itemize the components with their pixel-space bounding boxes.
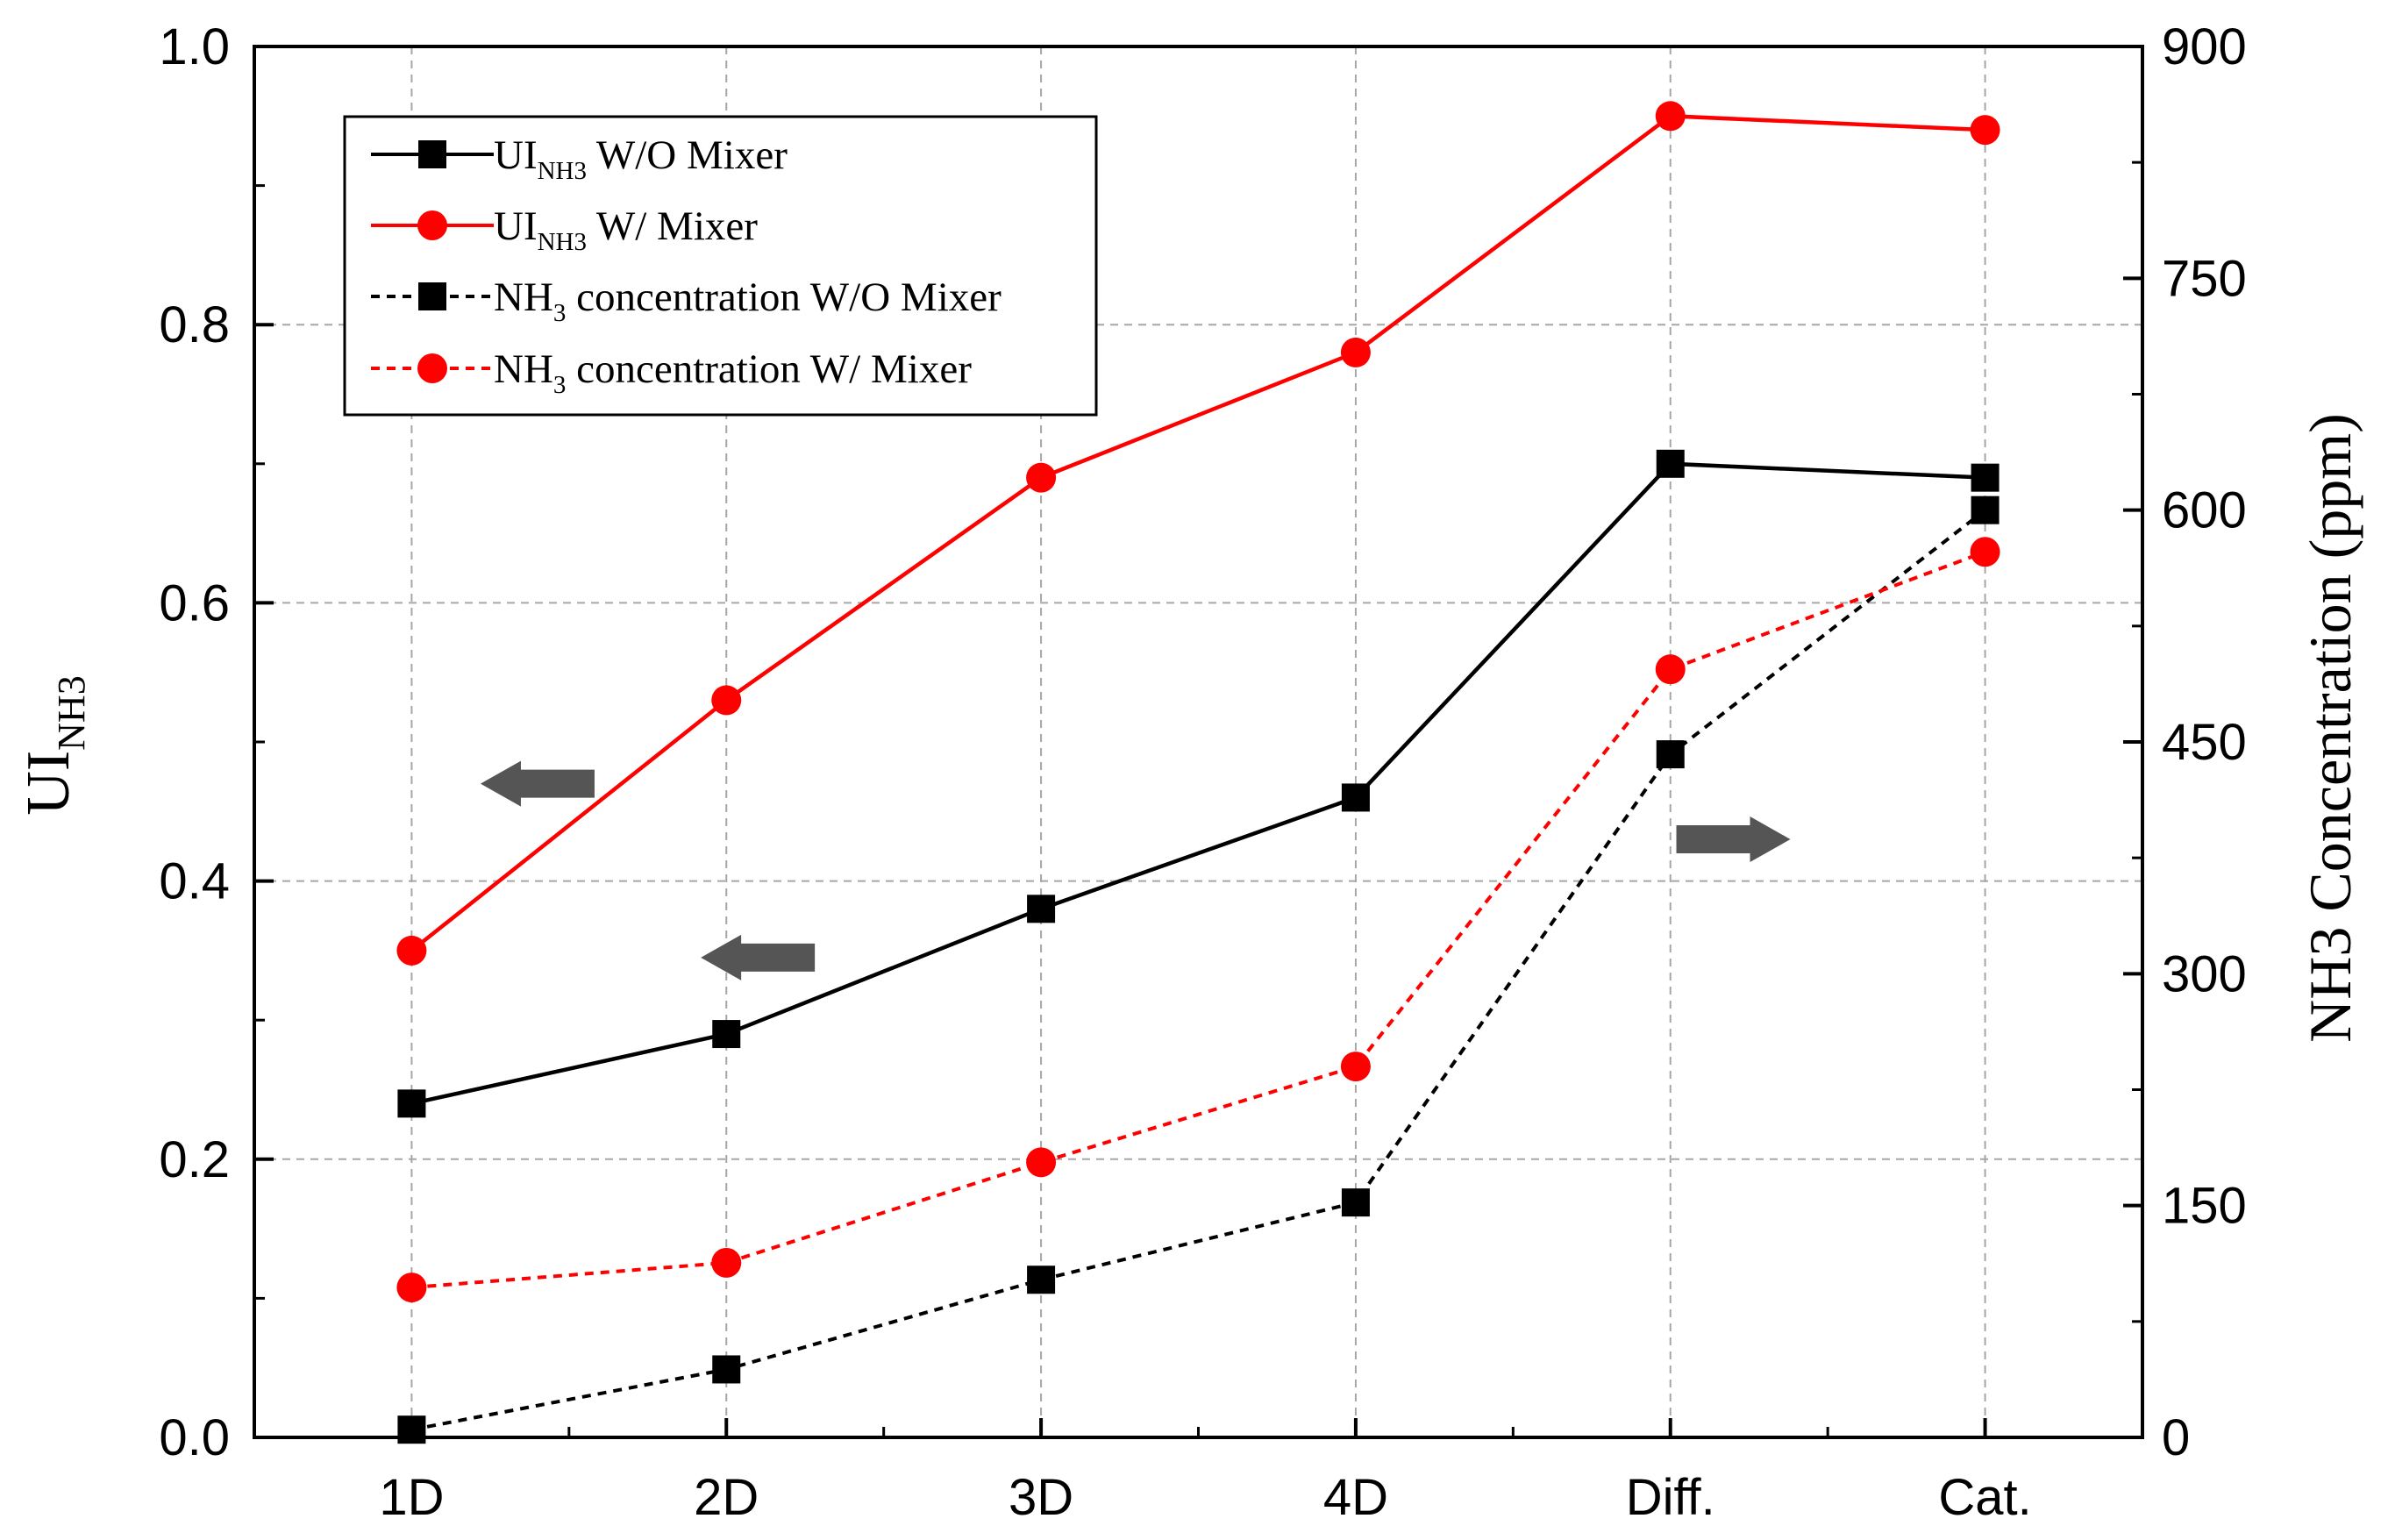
legend-label-rest: W/O Mixer xyxy=(587,132,788,178)
data-point xyxy=(1970,115,2000,146)
data-point xyxy=(1027,895,1056,923)
data-point xyxy=(1341,783,1370,812)
data-point xyxy=(1026,1147,1057,1178)
left-tick-label: 0.4 xyxy=(159,853,230,910)
legend-entry-0: UINH3 W/O Mixer xyxy=(371,132,788,185)
legend-label-sub: NH3 xyxy=(538,228,587,256)
right-tick-label: 900 xyxy=(2162,18,2247,75)
left-tick-label: 1.0 xyxy=(159,18,230,75)
data-point xyxy=(397,1089,426,1118)
data-point xyxy=(711,685,742,716)
data-point xyxy=(1970,537,2000,567)
series-1 xyxy=(396,101,2000,966)
left-tick-label: 0.6 xyxy=(159,574,230,631)
left-arrow-annotation xyxy=(480,760,595,807)
legend-label-rest: concentration W/ Mixer xyxy=(566,346,972,392)
data-point xyxy=(1971,496,2000,524)
series-3 xyxy=(396,537,2000,1303)
data-point xyxy=(1026,462,1057,493)
right-axis-title: NH3 Concentration (ppm) xyxy=(2297,413,2363,1043)
left-arrow-annotation xyxy=(701,934,816,980)
legend-entry-2: NH3 concentration W/O Mixer xyxy=(371,274,1002,327)
left-tick-label: 0.0 xyxy=(159,1409,230,1466)
legend-label-sub: 3 xyxy=(553,371,567,399)
left-tick-label: 0.2 xyxy=(159,1131,230,1188)
x-tick-label: 2D xyxy=(694,1469,759,1526)
x-tick-label: 1D xyxy=(379,1469,444,1526)
data-point xyxy=(1656,449,1685,478)
data-point xyxy=(711,1247,742,1278)
legend-label-main: NH xyxy=(494,346,553,392)
right-tick-label: 150 xyxy=(2162,1178,2247,1235)
data-point xyxy=(1655,654,1686,685)
left-tick-label: 0.8 xyxy=(159,296,230,353)
right-tick-label: 750 xyxy=(2162,250,2247,307)
legend-entry-3: NH3 concentration W/ Mixer xyxy=(371,346,972,399)
left-axis-title-main: UI xyxy=(15,751,82,816)
axes: 0.0 0.2 0.4 0.6 0.8 1.0 0 150 300 450 600 750 900 1D 2… xyxy=(159,18,2246,1526)
right-tick-label: 0 xyxy=(2162,1409,2190,1466)
x-tick-label: 4D xyxy=(1323,1469,1388,1526)
right-tick-label: 450 xyxy=(2162,714,2247,771)
data-point xyxy=(712,1355,741,1384)
data-point xyxy=(712,1020,741,1049)
legend-label-rest: W/ Mixer xyxy=(587,203,758,249)
legend: UINH3 W/O Mixer UINH3 W/ Mixer NH3 conce… xyxy=(343,115,1098,417)
series-line xyxy=(410,114,1985,952)
legend-label-main: NH xyxy=(494,274,553,320)
left-axis-title-sub: NH3 xyxy=(50,675,93,751)
series-line xyxy=(411,509,1986,1432)
right-tick-label: 300 xyxy=(2162,945,2247,1002)
right-arrow-annotation xyxy=(1676,816,1791,863)
data-point xyxy=(1340,337,1371,367)
data-point xyxy=(1655,101,1686,132)
legend-label-sub: 3 xyxy=(553,299,567,327)
svg-text:UINH3 W/O Mixer: UINH3 W/O Mixer xyxy=(494,132,788,185)
legend-label-main: UI xyxy=(494,203,538,249)
svg-text:NH3 concentration W/O Mixer: NH3 concentration W/O Mixer xyxy=(494,274,1002,327)
data-point xyxy=(1971,463,2000,492)
data-point xyxy=(396,1273,427,1303)
series-0 xyxy=(397,449,2000,1118)
data-point xyxy=(1027,1266,1056,1294)
data-point xyxy=(1340,1052,1371,1082)
left-axis-title: UINH3 xyxy=(15,675,93,815)
legend-label-sub: NH3 xyxy=(538,157,587,185)
legend-box xyxy=(343,115,1098,417)
right-tick-label: 600 xyxy=(2162,482,2247,539)
data-point xyxy=(1341,1188,1370,1217)
legend-label-rest: concentration W/O Mixer xyxy=(566,274,1002,320)
x-tick-label: Cat. xyxy=(1938,1469,2031,1526)
svg-text:NH3 concentration W/ Mixer: NH3 concentration W/ Mixer xyxy=(494,346,972,399)
data-point xyxy=(1656,740,1685,769)
series-line xyxy=(410,461,1985,1106)
legend-entry-1: UINH3 W/ Mixer xyxy=(371,203,758,256)
series-line xyxy=(411,550,1986,1290)
data-point xyxy=(396,935,427,966)
series-group xyxy=(396,101,2000,1444)
x-tick-label: Diff. xyxy=(1626,1469,1715,1526)
annotation-arrows xyxy=(480,760,1791,980)
x-tick-label: 3D xyxy=(1009,1469,1073,1526)
legend-label-main: UI xyxy=(494,132,538,178)
svg-text:UINH3 W/ Mixer: UINH3 W/ Mixer xyxy=(494,203,758,256)
